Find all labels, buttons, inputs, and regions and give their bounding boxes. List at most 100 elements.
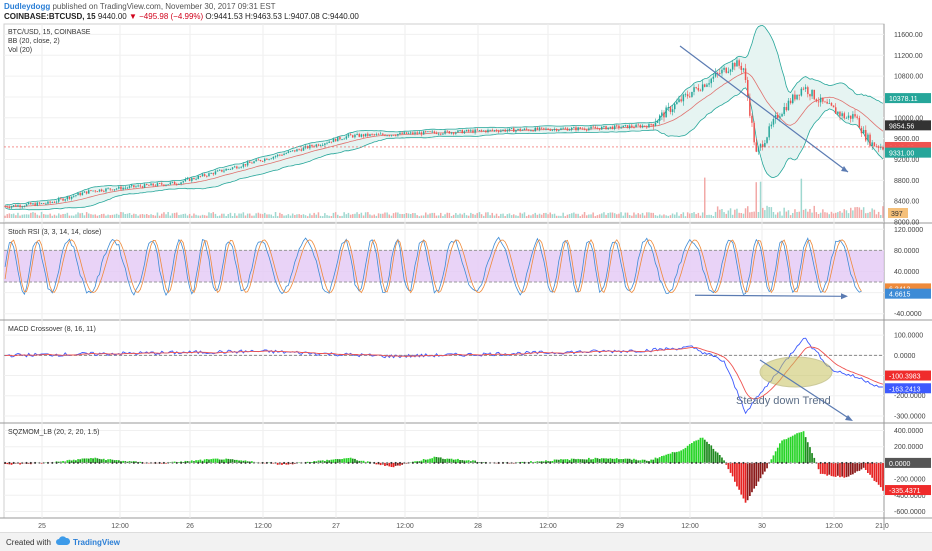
volume-bar: [11, 214, 13, 218]
squeeze-dot: [854, 462, 856, 464]
volume-bar: [650, 213, 652, 218]
momentum-bar: [846, 463, 848, 477]
momentum-bar: [732, 463, 734, 477]
volume-bar: [367, 212, 369, 218]
volume-bar: [281, 214, 283, 218]
squeeze-dot: [270, 462, 272, 464]
candle-body: [859, 118, 861, 128]
candle-body: [206, 176, 208, 177]
momentum-bar: [734, 463, 736, 482]
volume-bar: [474, 215, 476, 218]
candle-body: [140, 186, 142, 187]
volume-bar: [58, 213, 60, 218]
volume-bar: [298, 214, 300, 218]
volume-bar: [217, 216, 219, 218]
candle-body: [704, 84, 706, 87]
volume-bar: [236, 216, 238, 218]
squeeze-dot: [622, 462, 624, 464]
tradingview-brand[interactable]: TradingView: [73, 538, 120, 547]
candle-body: [442, 134, 444, 135]
candle-body: [854, 114, 856, 116]
momentum-bar: [461, 460, 463, 463]
squeeze-dot: [571, 462, 573, 464]
candle-body: [470, 130, 472, 131]
volume-bar: [610, 213, 612, 219]
squeeze-dot: [498, 462, 500, 464]
momentum-bar: [882, 463, 884, 491]
candle-body: [99, 190, 101, 192]
volume-bar: [833, 213, 835, 218]
volume-bar: [822, 209, 824, 218]
candle-body: [292, 150, 294, 151]
momentum-bar: [687, 446, 689, 463]
candle-body: [863, 130, 865, 133]
candle-body: [612, 127, 614, 129]
macd-tick-label: 0.0000: [894, 353, 916, 360]
time-tick-label: 12:00: [111, 523, 129, 530]
candle-body: [247, 162, 249, 166]
volume-bar: [380, 214, 382, 218]
candle-body: [509, 129, 511, 131]
momentum-bar: [700, 438, 702, 463]
candle-body: [438, 134, 440, 135]
squeeze-dot: [880, 462, 882, 464]
candle-body: [279, 155, 281, 156]
candle-body: [726, 68, 728, 73]
candle-body: [824, 102, 826, 103]
momentum-bar: [758, 463, 760, 482]
volume-bar: [122, 212, 124, 218]
footer-bar: Created with TradingView: [0, 532, 932, 551]
volume-bar: [221, 214, 223, 218]
squeeze-dot: [558, 462, 560, 464]
squeeze-dot: [798, 462, 800, 464]
candle-body: [60, 198, 62, 199]
volume-bar: [698, 213, 700, 218]
candle-body: [835, 107, 837, 114]
squeeze-dot: [751, 462, 753, 464]
volume-bar: [335, 212, 337, 218]
squeeze-dot: [687, 462, 689, 464]
momentum-bar: [803, 431, 805, 463]
volume-bar: [348, 213, 350, 218]
volume-bar: [324, 213, 326, 218]
candle-body: [341, 139, 343, 140]
squeeze-dot: [455, 462, 457, 464]
volume-bar: [37, 215, 39, 218]
momentum-bar: [852, 463, 854, 474]
volume-bar: [500, 214, 502, 218]
candle-body: [627, 125, 629, 128]
momentum-bar: [871, 463, 873, 478]
momentum-bar: [208, 460, 210, 463]
candle-body: [49, 202, 51, 203]
candle-body: [324, 143, 326, 145]
squeeze-dot: [738, 462, 740, 464]
volume-bar: [95, 214, 97, 218]
volume-bar: [498, 216, 500, 218]
volume-bar: [702, 212, 704, 218]
candle-body: [790, 101, 792, 103]
volume-bar: [60, 215, 62, 218]
candle-body: [359, 134, 361, 137]
tradingview-cloud-icon: [56, 536, 70, 546]
momentum-bar: [713, 449, 715, 463]
volume-bar: [526, 216, 528, 218]
squeeze-dot: [549, 462, 551, 464]
candle-body: [77, 193, 79, 195]
volume-bar: [502, 214, 504, 218]
volume-bar: [333, 213, 335, 218]
volume-bar: [541, 215, 543, 218]
volume-bar: [167, 212, 169, 218]
candle-body: [447, 131, 449, 132]
volume-bar: [768, 207, 770, 218]
candle-body: [777, 115, 779, 118]
momentum-bar: [839, 463, 841, 477]
candle-body: [655, 123, 657, 126]
squeeze-dot: [764, 462, 766, 464]
momentum-bar: [453, 460, 455, 463]
momentum-bar: [582, 459, 584, 463]
squeeze-dot: [425, 462, 427, 464]
candle-body: [288, 151, 290, 153]
candle-body: [575, 127, 577, 130]
momentum-bar: [97, 458, 99, 463]
